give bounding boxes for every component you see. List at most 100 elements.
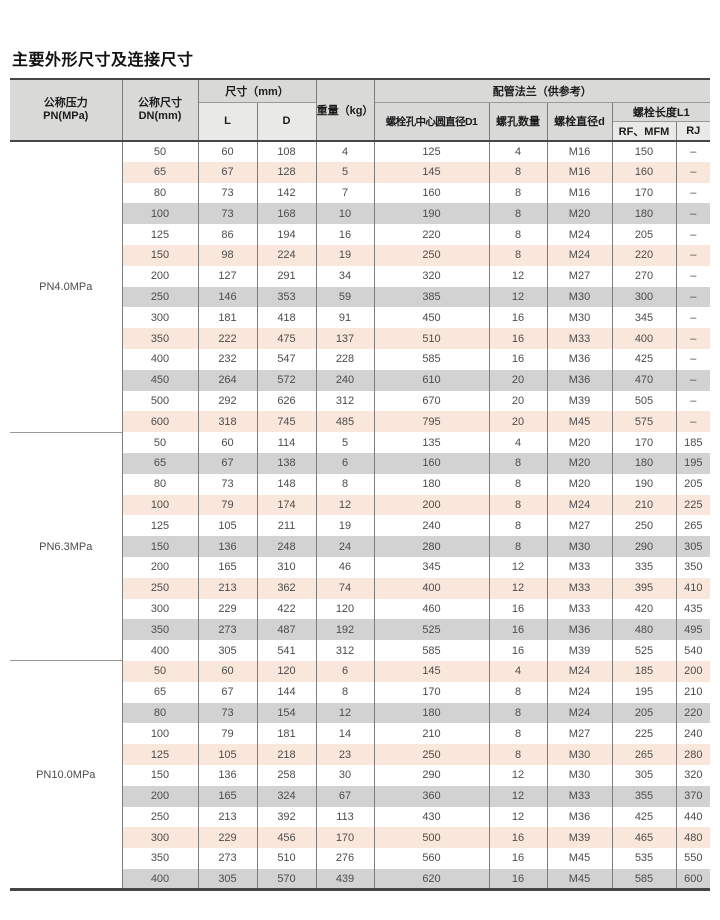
- cell-bolt-diameter: M33: [547, 577, 613, 599]
- pressure-section-label: PN4.0MPa: [10, 141, 123, 433]
- cell-d: 211: [257, 515, 317, 537]
- cell-bolt-diameter: M27: [547, 265, 613, 287]
- cell-bolt-length-rf: 335: [612, 556, 677, 578]
- cell-dn: 250: [122, 577, 199, 599]
- cell-dn: 150: [122, 536, 199, 557]
- cell-dn: 300: [122, 307, 199, 329]
- cell-bolt-length-rf: 300: [612, 286, 677, 308]
- table-row: 200 165 310 46 345 12 M33 335 350: [10, 556, 711, 578]
- header-bolt-length-rf-mfm: RF、MFM: [612, 121, 677, 141]
- header-size-group: 尺寸（mm）: [198, 79, 317, 103]
- cell-bolt-circle: 135: [374, 432, 490, 453]
- pressure-section-label: PN10.0MPa: [10, 660, 123, 890]
- cell-l: 181: [198, 307, 258, 329]
- cell-l: 136: [198, 536, 258, 557]
- cell-bolt-length-rj: –: [676, 182, 711, 204]
- cell-bolt-length-rj: 185: [676, 432, 711, 453]
- header-weight: 重量（kg）: [316, 79, 375, 141]
- cell-weight: 10: [316, 203, 375, 225]
- cell-bolt-holes: 16: [489, 619, 548, 641]
- cell-bolt-circle: 145: [374, 161, 490, 183]
- table-row: 100 79 181 14 210 8 M27 225 240: [10, 723, 711, 745]
- cell-bolt-diameter: M24: [547, 224, 613, 245]
- cell-l: 222: [198, 328, 258, 349]
- cell-bolt-length-rj: 280: [676, 744, 711, 765]
- cell-bolt-length-rf: 395: [612, 577, 677, 599]
- header-nominal-size-line1: 公称尺寸: [138, 97, 182, 109]
- cell-bolt-length-rj: –: [676, 203, 711, 225]
- cell-bolt-length-rj: 265: [676, 515, 711, 537]
- cell-l: 273: [198, 619, 258, 641]
- cell-bolt-holes: 12: [489, 806, 548, 828]
- cell-weight: 192: [316, 619, 375, 641]
- cell-weight: 228: [316, 348, 375, 370]
- cell-l: 146: [198, 286, 258, 308]
- cell-l: 79: [198, 723, 258, 745]
- cell-bolt-circle: 250: [374, 744, 490, 765]
- cell-bolt-diameter: M30: [547, 307, 613, 329]
- cell-bolt-holes: 8: [489, 452, 548, 474]
- cell-dn: 125: [122, 744, 199, 765]
- cell-d: 570: [257, 868, 317, 890]
- cell-bolt-diameter: M30: [547, 744, 613, 765]
- cell-bolt-holes: 8: [489, 161, 548, 183]
- cell-weight: 6: [316, 660, 375, 682]
- cell-bolt-length-rj: 225: [676, 494, 711, 516]
- cell-bolt-length-rj: 320: [676, 764, 711, 786]
- cell-weight: 5: [316, 161, 375, 183]
- cell-bolt-holes: 20: [489, 411, 548, 433]
- cell-dn: 400: [122, 640, 199, 661]
- cell-bolt-length-rj: 205: [676, 473, 711, 495]
- header-nominal-size-line2: DN(mm): [138, 110, 182, 122]
- cell-bolt-length-rf: 425: [612, 806, 677, 828]
- cell-bolt-circle: 220: [374, 224, 490, 245]
- header-bolt-diameter: 螺栓直径d: [547, 102, 613, 141]
- cell-bolt-length-rf: 195: [612, 681, 677, 703]
- cell-bolt-diameter: M30: [547, 286, 613, 308]
- cell-weight: 19: [316, 244, 375, 266]
- cell-bolt-length-rf: 225: [612, 723, 677, 745]
- table-row: 300 229 422 120 460 16 M33 420 435: [10, 598, 711, 620]
- cell-l: 232: [198, 348, 258, 370]
- cell-l: 67: [198, 681, 258, 703]
- cell-bolt-holes: 8: [489, 244, 548, 266]
- cell-l: 305: [198, 640, 258, 661]
- cell-bolt-length-rj: 410: [676, 577, 711, 599]
- cell-bolt-diameter: M33: [547, 556, 613, 578]
- header-col-d: D: [257, 102, 317, 141]
- cell-weight: 276: [316, 848, 375, 869]
- cell-bolt-diameter: M24: [547, 660, 613, 682]
- table-row: 250 213 362 74 400 12 M33 395 410: [10, 577, 711, 599]
- cell-bolt-circle: 585: [374, 348, 490, 370]
- cell-dn: 100: [122, 723, 199, 745]
- table-row: 450 264 572 240 610 20 M36 470–: [10, 369, 711, 391]
- cell-bolt-length-rf: 425: [612, 348, 677, 370]
- cell-l: 73: [198, 702, 258, 724]
- cell-bolt-circle: 430: [374, 806, 490, 828]
- cell-d: 324: [257, 785, 317, 807]
- table-row: 150 98 224 19 250 8 M24 220–: [10, 244, 711, 266]
- cell-weight: 74: [316, 577, 375, 599]
- cell-weight: 5: [316, 432, 375, 453]
- cell-l: 105: [198, 744, 258, 765]
- cell-l: 264: [198, 369, 258, 391]
- cell-bolt-holes: 12: [489, 764, 548, 786]
- cell-weight: 59: [316, 286, 375, 308]
- cell-bolt-length-rj: 495: [676, 619, 711, 641]
- cell-bolt-circle: 500: [374, 827, 490, 849]
- cell-d: 745: [257, 411, 317, 433]
- cell-bolt-length-rf: 420: [612, 598, 677, 620]
- cell-dn: 300: [122, 598, 199, 620]
- cell-dn: 80: [122, 182, 199, 204]
- cell-l: 67: [198, 161, 258, 183]
- cell-bolt-holes: 8: [489, 723, 548, 745]
- cell-bolt-circle: 145: [374, 660, 490, 682]
- cell-weight: 24: [316, 536, 375, 557]
- cell-bolt-diameter: M45: [547, 848, 613, 869]
- cell-d: 128: [257, 161, 317, 183]
- cell-dn: 50: [122, 660, 199, 682]
- cell-weight: 67: [316, 785, 375, 807]
- cell-bolt-length-rf: 150: [612, 141, 677, 162]
- cell-l: 73: [198, 473, 258, 495]
- cell-dn: 125: [122, 224, 199, 245]
